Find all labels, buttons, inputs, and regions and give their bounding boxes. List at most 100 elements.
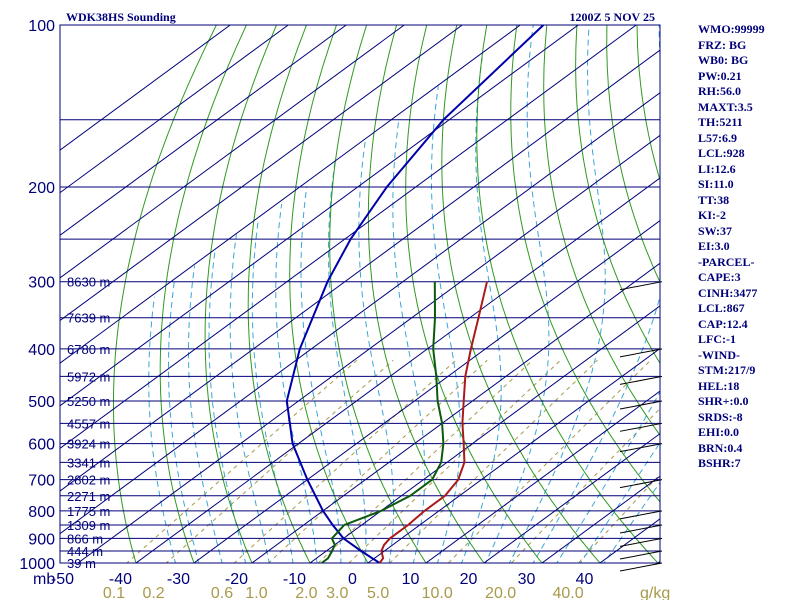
wind-barb-icon (619, 537, 663, 547)
moist-adiabat-line (556, 391, 660, 563)
isotherm-line (251, 262, 660, 563)
moist-adiabat-line (484, 25, 550, 563)
isotherm-line (60, 25, 521, 364)
height-label: 444 m (67, 544, 103, 559)
parcel-path-line (285, 25, 545, 563)
moist-adiabat-line (430, 86, 461, 563)
dry-adiabat-line (476, 25, 659, 563)
dry-adiabat-line (405, 25, 543, 563)
mixing-ratio-unit-label: g/kg (640, 585, 670, 600)
plot-frame (59, 24, 661, 564)
dry-adiabat-line (247, 25, 311, 563)
isotherm-line (77, 134, 660, 563)
isotherm-line (367, 347, 660, 563)
isotherm-line (193, 219, 660, 563)
moist-adiabat-line (532, 25, 660, 563)
dry-adiabat-line (606, 25, 660, 284)
dry-adiabat-line (510, 25, 660, 503)
stat-row: LCL:928 (698, 146, 745, 160)
pressure-unit-label: mb (33, 571, 55, 588)
dewpoint-line (321, 281, 445, 563)
wind-barb-icon (619, 524, 663, 534)
moist-adiabat-line (460, 57, 502, 563)
dry-adiabat-line (329, 25, 427, 563)
isotherm-line (60, 25, 289, 194)
height-label: 3341 m (67, 455, 110, 470)
mixing-ratio-tick-label: 40.0 (552, 585, 583, 600)
height-label: 39 m (67, 556, 96, 571)
height-label: 6780 m (67, 342, 110, 357)
stat-row: CAP:12.4 (698, 316, 748, 331)
mixing-ratio-line (388, 359, 598, 563)
height-label: 3924 m (67, 437, 110, 452)
diagram-grid (60, 25, 660, 563)
stat-row: WB0: BG (698, 53, 749, 67)
height-label: 1775 m (67, 504, 110, 519)
temperature-line (378, 281, 488, 563)
wind-barb-icon (619, 443, 663, 453)
mixing-ratio-line (447, 359, 651, 563)
stat-row: FRZ: BG (698, 37, 747, 52)
stat-row: -PARCEL- (698, 254, 755, 269)
stat-row: SHR+:0.0 (698, 394, 749, 408)
wind-barb-icon (619, 562, 663, 572)
stat-row: SRDS:-8 (698, 409, 743, 424)
mixing-ratio-axis: 0.1 0.2 0.6 1.0 2.0 3.0 5.0 10.0 20.0 40.0 g/kg (103, 585, 670, 600)
height-label: 1309 m (67, 518, 110, 533)
stat-row: SW:37 (698, 223, 733, 238)
mixing-ratio-line (348, 359, 561, 563)
isotherm-line (309, 305, 660, 563)
mixing-ratio-line (577, 473, 660, 563)
mixing-ratio-line (510, 407, 660, 563)
wind-barb-icon (619, 422, 663, 432)
stat-row: LCL:867 (698, 301, 745, 315)
dry-adiabat-line (113, 25, 217, 563)
height-label: 2271 m (67, 489, 110, 504)
moist-adiabat-line (300, 186, 342, 563)
temperature-tick-label: 0 (348, 571, 357, 588)
stat-row: STM:217/9 (698, 363, 756, 377)
isotherm-line (60, 25, 347, 236)
moist-adiabat-line (392, 119, 426, 563)
wind-barbs (619, 281, 663, 572)
stat-row: SI:11.0 (698, 177, 734, 191)
stat-row: LFC:-1 (698, 332, 736, 346)
wind-barb-icon (619, 479, 663, 489)
stat-row: KI:-2 (698, 208, 726, 222)
pressure-axis: 100 200 300 400 500 600 700 800 900 1000 (19, 18, 55, 573)
temperature-tick-label: -10 (283, 571, 306, 588)
moist-adiabat-line (328, 162, 367, 563)
pressure-tick-label: 600 (28, 437, 55, 454)
mixing-ratio-tick-label: 0.1 (103, 585, 125, 600)
pressure-tick-label: 100 (28, 18, 55, 35)
height-label: 4557 m (67, 416, 110, 431)
stat-row: EI:3.0 (698, 239, 730, 253)
isotherm-line (135, 177, 660, 563)
isotherm-line (425, 390, 660, 563)
stat-row: HEL:18 (698, 378, 740, 393)
temperature-tick-label: 20 (460, 571, 478, 588)
pressure-tick-label: 300 (28, 275, 55, 292)
chart-title: WDK38HS Sounding (66, 10, 176, 24)
isotherm-line (60, 25, 231, 151)
isotherm-line (60, 25, 463, 322)
pressure-tick-label: 500 (28, 394, 55, 411)
stat-row: BSHR:7 (698, 456, 741, 470)
moist-adiabat-line (168, 281, 200, 563)
stat-row: BRN:0.4 (698, 440, 743, 455)
temperature-tick-label: -50 (51, 571, 74, 588)
wind-barb-icon (619, 281, 663, 291)
pressure-tick-label: 900 (28, 531, 55, 548)
isotherm-line (60, 25, 405, 279)
temperature-axis: -50 -40 -30 -20 -10 0 10 20 30 40 mb (33, 571, 593, 588)
mixing-ratio-line (165, 359, 394, 563)
height-labels: 8630 m 7639 m 6780 m 5972 m 5250 m 4557 m 3924… (67, 275, 110, 571)
height-label: 2802 m (67, 473, 110, 488)
stat-row: WMO:99999 (698, 22, 765, 36)
mixing-ratio-tick-label: 20.0 (485, 585, 516, 600)
valid-time: 1200Z 5 NOV 25 (570, 10, 655, 24)
moist-adiabat-line (229, 234, 270, 563)
mixing-ratio-tick-label: 1.0 (245, 585, 267, 600)
isotherm-line (541, 475, 660, 563)
